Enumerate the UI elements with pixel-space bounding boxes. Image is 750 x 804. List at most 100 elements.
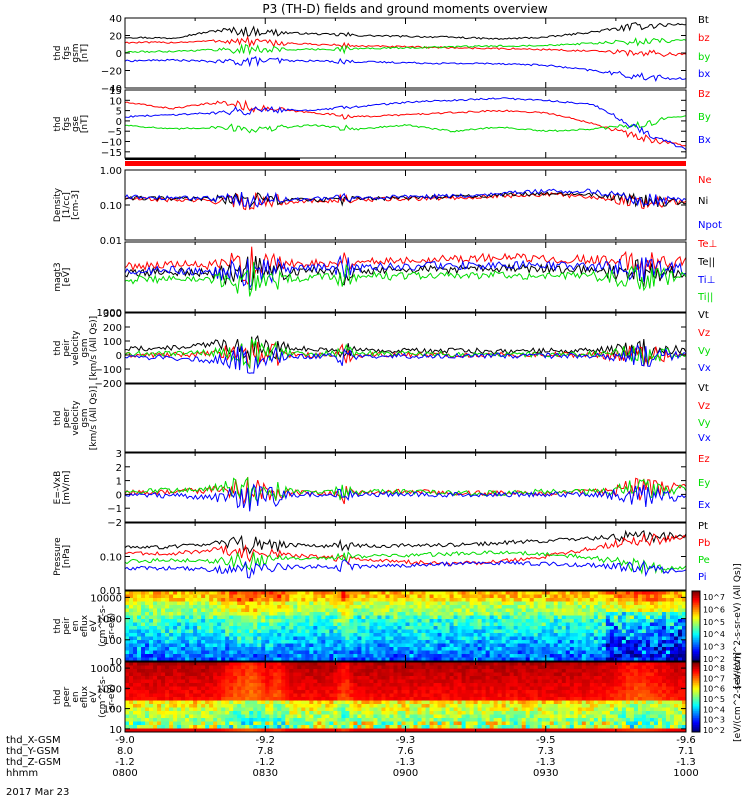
spectrogram-cell [454, 669, 458, 673]
spectrogram-cell [125, 715, 129, 719]
spectrogram-cell [281, 612, 285, 616]
spectrogram-cell [161, 644, 165, 648]
spectrogram-cell [397, 605, 401, 609]
spectrogram-cell [406, 694, 410, 698]
spectrogram-cell [373, 626, 377, 630]
spectrogram-cell [281, 630, 285, 634]
spectrogram-cell [389, 591, 393, 595]
spectrogram-cell [253, 654, 257, 658]
spectrogram-cell [373, 690, 377, 694]
spectrogram-cell [570, 619, 574, 623]
spectrogram-cell [169, 683, 173, 687]
spectrogram-cell [397, 647, 401, 651]
spectrogram-cell [570, 633, 574, 637]
spectrogram-cell [526, 626, 530, 630]
spectrogram-cell [486, 595, 490, 599]
spectrogram-cell [241, 715, 245, 719]
spectrogram-cell [329, 711, 333, 715]
spectrogram-cell [337, 595, 341, 599]
spectrogram-cell [293, 623, 297, 627]
spectrogram-cell [474, 612, 478, 616]
spectrogram-cell [482, 697, 486, 701]
spectrogram-cell [426, 697, 430, 701]
spectrogram-cell [337, 697, 341, 701]
spectrogram-cell [397, 697, 401, 701]
spectrogram-cell [502, 630, 506, 634]
spectrogram-cell [165, 626, 169, 630]
spectrogram-cell [177, 633, 181, 637]
spectrogram-cell [365, 725, 369, 729]
spectrogram-cell [289, 722, 293, 726]
spectrogram-cell [470, 683, 474, 687]
spectrogram-cell [221, 722, 225, 726]
spectrogram-cell [474, 718, 478, 722]
spectrogram-cell [618, 609, 622, 613]
spectrogram-cell [201, 666, 205, 670]
spectrogram-cell [273, 715, 277, 719]
spectrogram-cell [442, 591, 446, 595]
spectrogram-cell [510, 633, 514, 637]
spectrogram-cell [361, 651, 365, 655]
spectrogram-cell [145, 669, 149, 673]
spectrogram-cell [137, 715, 141, 719]
spectrogram-cell [393, 654, 397, 658]
spectrogram-cell [373, 718, 377, 722]
spectrogram-cell [297, 609, 301, 613]
spectrogram-cell [229, 704, 233, 708]
spectrogram-cell [381, 694, 385, 698]
spectrogram-cell [313, 697, 317, 701]
spectrogram-cell [133, 644, 137, 648]
spectrogram-cell [129, 690, 133, 694]
spectrogram-cell [317, 619, 321, 623]
spectrogram-cell [201, 633, 205, 637]
spectrogram-cell [141, 591, 145, 595]
spectrogram-cell [574, 591, 578, 595]
spectrogram-cell [410, 676, 414, 680]
spectrogram-cell [185, 683, 189, 687]
spectrogram-cell [277, 669, 281, 673]
spectrogram-cell [442, 626, 446, 630]
spectrogram-cell [181, 680, 185, 684]
spectrogram-cell [125, 626, 129, 630]
spectrogram-cell [329, 598, 333, 602]
spectrogram-cell [181, 630, 185, 634]
spectrogram-cell [614, 598, 618, 602]
spectrogram-cell [646, 591, 650, 595]
spectrogram-cell [518, 616, 522, 620]
spectrogram-cell [642, 644, 646, 648]
spectrogram-cell [373, 711, 377, 715]
spectrogram-cell [606, 609, 610, 613]
spectrogram-cell [446, 666, 450, 670]
spectrogram-cell [289, 644, 293, 648]
spectrogram-cell [337, 605, 341, 609]
spectrogram-cell [153, 616, 157, 620]
spectrogram-cell [538, 630, 542, 634]
spectrogram-cell [201, 687, 205, 691]
spectrogram-cell [321, 640, 325, 644]
spectrogram-cell [153, 640, 157, 644]
spectrogram-cell [574, 595, 578, 599]
spectrogram-cell [438, 669, 442, 673]
spectrogram-cell [153, 701, 157, 705]
spectrogram-cell [662, 591, 666, 595]
spectrogram-cell [514, 626, 518, 630]
spectrogram-cell [233, 725, 237, 729]
spectrogram-cell [534, 619, 538, 623]
spectrogram-cell [389, 616, 393, 620]
spectrogram-cell [233, 633, 237, 637]
spectrogram-cell [474, 644, 478, 648]
spectrogram-cell [654, 591, 658, 595]
spectrogram-cell [205, 718, 209, 722]
spectrogram-cell [269, 683, 273, 687]
spectrogram-cell [149, 591, 153, 595]
spectrogram-cell [305, 647, 309, 651]
spectrogram-cell [181, 626, 185, 630]
spectrogram-cell [273, 718, 277, 722]
spectrogram-cell [265, 711, 269, 715]
spectrogram-cell [594, 612, 598, 616]
spectrogram-cell [550, 637, 554, 641]
spectrogram-cell [161, 687, 165, 691]
spectrogram-cell [434, 623, 438, 627]
spectrogram-cell [438, 609, 442, 613]
spectrogram-cell [169, 598, 173, 602]
